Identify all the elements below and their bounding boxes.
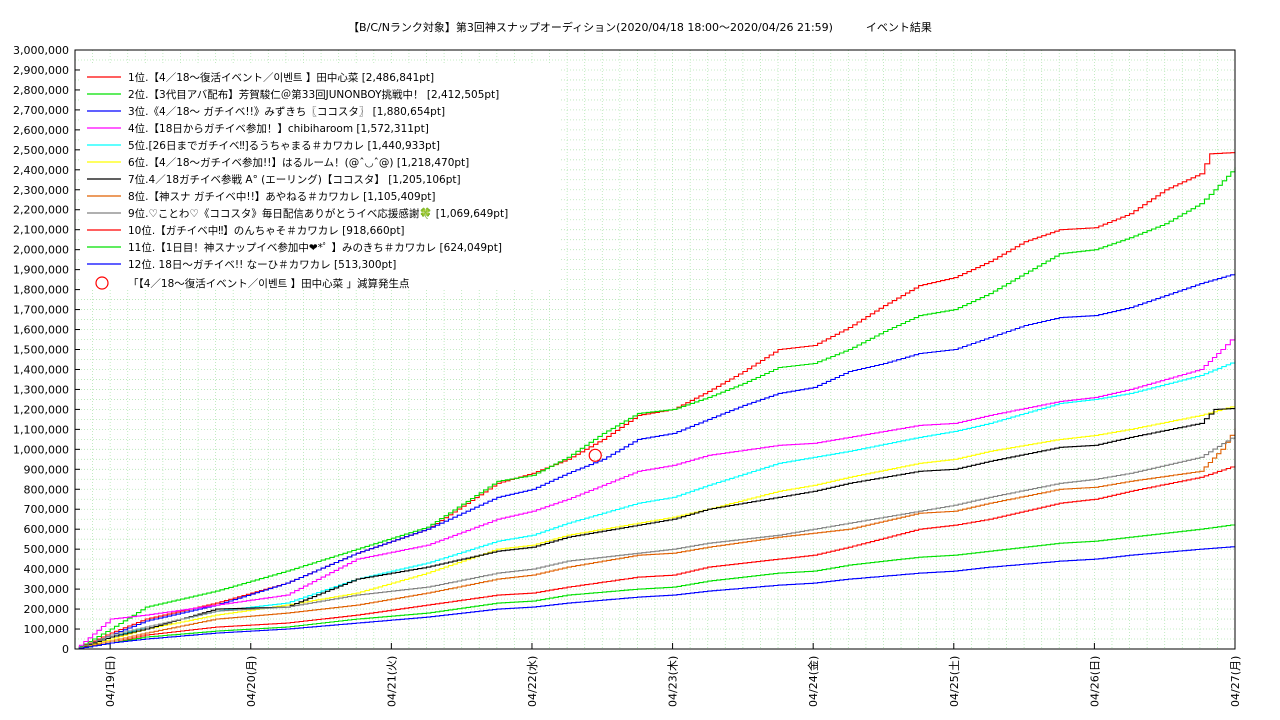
legend-background [80, 65, 560, 290]
y-axis: 0 100,000 200,000 300,000 400,000 500,000 600,… [13, 44, 80, 656]
series-line-3 [75, 273, 1236, 650]
y-tick-label: 900,000 [24, 463, 70, 476]
deduction-marker-circle [588, 448, 602, 462]
y-tick-label: 1,400,000 [13, 363, 69, 376]
x-tick-label: 04/22(水) [526, 656, 539, 707]
series-line-8 [75, 428, 1236, 650]
y-tick-label: 200,000 [24, 603, 70, 616]
legend: 1位.【4／18〜復活イベント／이벤트 】田中心菜 [2,486,841pt] 2… [80, 65, 560, 290]
x-tick-label: 04/19(日) [104, 656, 117, 707]
y-tick-label: 800,000 [24, 483, 70, 496]
x-tick-label: 04/24(金) [806, 656, 820, 707]
deduction-marker [588, 448, 602, 462]
legend-label: 1位.【4／18〜復活イベント／이벤트 】田中心菜 [2,486,841pt] [128, 71, 434, 84]
y-tick-label: 300,000 [24, 583, 70, 596]
series-line-11 [75, 524, 1236, 650]
x-tick-label: 04/23(木) [667, 656, 680, 707]
y-tick-label: 1,100,000 [13, 423, 69, 436]
series-line-4 [75, 335, 1236, 650]
series-line-7 [75, 408, 1236, 650]
legend-label: 7位.4／18ガチイベ参戦 A° (エーリング)【ココスタ】 [1,205,10… [128, 173, 461, 186]
x-axis: 04/19(日) 04/20(月) 04/21(火) 04/22(水) 04/23(木)… [104, 643, 1242, 707]
y-tick-label: 2,700,000 [13, 104, 69, 117]
y-tick-label: 1,000,000 [13, 443, 69, 456]
y-tick-label: 2,500,000 [13, 144, 69, 157]
y-tick-label: 1,500,000 [13, 344, 69, 357]
y-tick-label: 2,000,000 [13, 244, 69, 257]
y-tick-label: 700,000 [24, 503, 70, 516]
y-tick-label: 1,800,000 [13, 284, 69, 297]
chart-title: 【B/C/Nランク対象】第3回神スナップオーディション(2020/04/18 1… [348, 20, 932, 34]
series-line-10 [75, 465, 1236, 650]
x-tick-label: 04/20(月) [245, 656, 258, 707]
series-lines [75, 152, 1236, 650]
y-tick-label: 1,700,000 [13, 304, 69, 317]
y-tick-label: 2,400,000 [13, 164, 69, 177]
legend-label: 11位.【1日目！神スナップイベ参加中❤︎*ﾟ 】みのきち＃カワカレ [624,… [128, 241, 502, 254]
y-tick-label: 2,300,000 [13, 184, 69, 197]
legend-label: 4位.【18日からガチイベ参加！】chibiharoom [1,572,311p… [128, 122, 429, 135]
y-tick-label: 1,600,000 [13, 324, 69, 337]
legend-label: 5位.[26日までガチイベ‼︎]るうちゃまる＃カワカレ [1,440,933pt… [128, 139, 440, 152]
y-tick-label: 100,000 [24, 623, 70, 636]
y-tick-label: 400,000 [24, 563, 70, 576]
y-tick-label: 1,900,000 [13, 264, 69, 277]
y-tick-label: 600,000 [24, 523, 70, 536]
y-tick-label: 3,000,000 [13, 44, 69, 57]
y-tick-label: 2,900,000 [13, 64, 69, 77]
legend-label: 2位.【3代目アバ配布】芳賀駿仁＠第33回JUNONBOY挑戦中！ [2,412… [128, 88, 499, 101]
series-line-9 [75, 435, 1236, 650]
legend-label: 10位.【ガチイベ中‼︎】のんちゃそ＃カワカレ [918,660pt] [128, 224, 405, 237]
series-line-2 [75, 167, 1236, 650]
legend-label: 12位. 18日〜ガチイベ!! なーひ＃カワカレ [513,300pt] [128, 258, 396, 271]
y-tick-label: 1,300,000 [13, 383, 69, 396]
y-tick-label: 2,800,000 [13, 84, 69, 97]
y-tick-label: 2,100,000 [13, 224, 69, 237]
x-tick-label: 04/26(日) [1088, 656, 1101, 707]
legend-marker-label: 「【4／18〜復活イベント／이벤트 】田中心菜 」減算発生点 [128, 277, 409, 290]
y-tick-label: 2,200,000 [13, 204, 69, 217]
legend-marker-swatch [95, 276, 109, 290]
legend-label: 6位.【4／18〜ガチイベ参加!!】はるルーム！(@ˆ◡ˆ@) [1,218,4… [128, 156, 469, 169]
x-tick-label: 04/27(月) [1229, 656, 1242, 707]
y-tick-label: 500,000 [24, 543, 70, 556]
series-line-5 [75, 361, 1236, 650]
series-line-12 [75, 546, 1236, 650]
y-tick-label: 2,600,000 [13, 124, 69, 137]
x-tick-label: 04/21(火) [385, 656, 398, 707]
y-tick-label: 0 [62, 643, 69, 656]
x-tick-label: 04/25(土) [948, 656, 961, 707]
y-tick-label: 1,200,000 [13, 403, 69, 416]
legend-label: 8位.【神スナ ガチイベ中!!】あやねる＃カワカレ [1,105,409pt] [128, 190, 436, 203]
legend-label: 3位.《4／18〜 ガチイベ!!》みずきち〖ココスタ〗 [1,880,654pt… [128, 105, 445, 118]
legend-label: 9位.♡ことわ♡《ココスタ》毎日配信ありがとうイベ応援感謝🍀 [1,069,64… [128, 207, 508, 220]
plot-frame [74, 49, 1236, 650]
